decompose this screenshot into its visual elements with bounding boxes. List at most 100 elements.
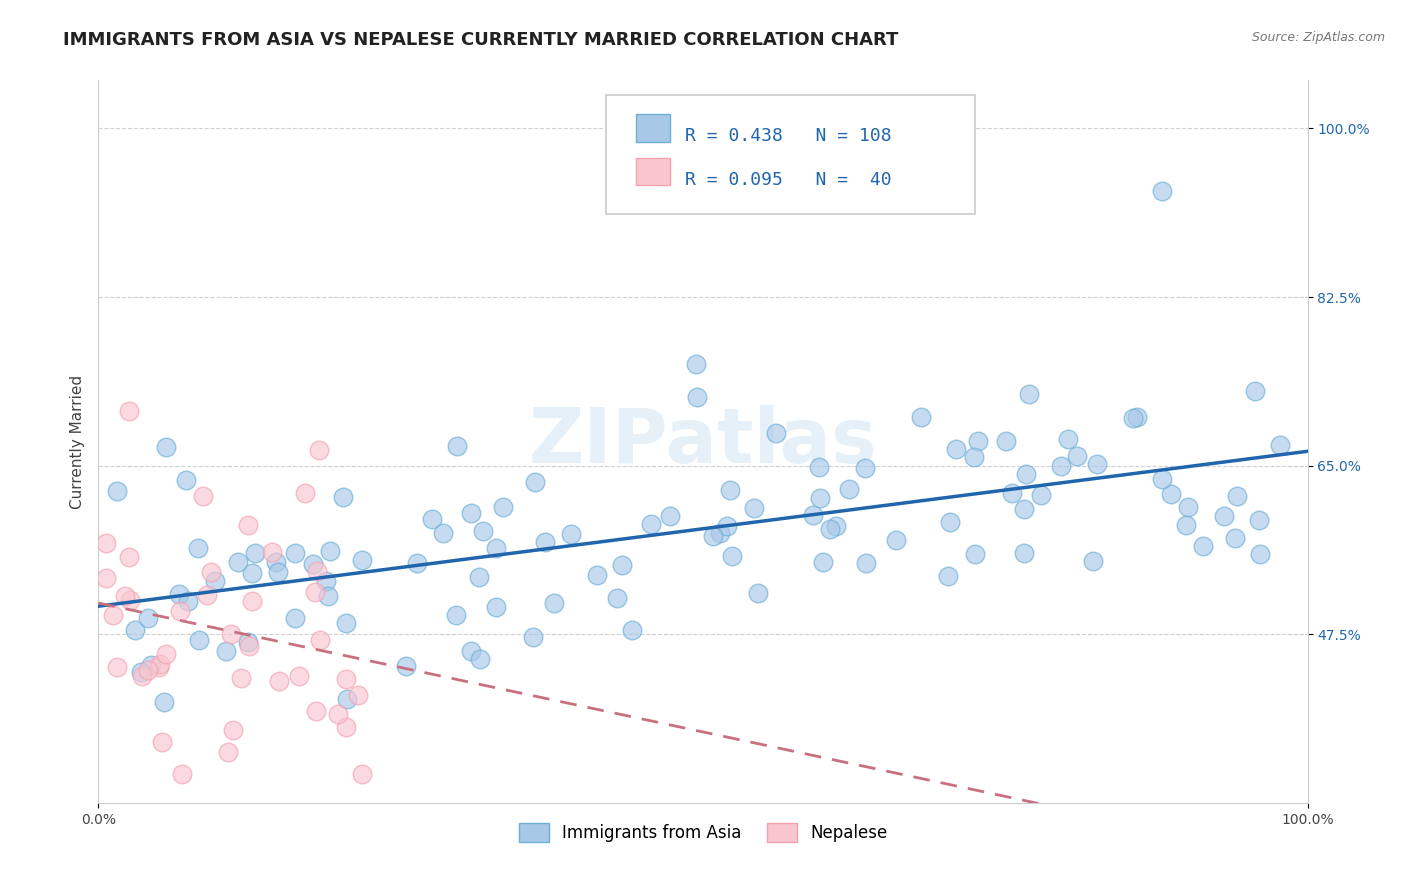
- Point: [336, 691, 359, 706]
- Point: [468, 570, 491, 584]
- Point: [335, 720, 357, 734]
- Point: [460, 644, 482, 658]
- Point: [1249, 513, 1271, 527]
- Point: [335, 672, 357, 686]
- Text: R = 0.438   N = 108: R = 0.438 N = 108: [685, 128, 891, 145]
- Point: [1014, 546, 1036, 560]
- Point: [945, 442, 967, 456]
- Text: Source: ZipAtlas.com: Source: ZipAtlas.com: [1251, 31, 1385, 45]
- Point: [420, 511, 443, 525]
- Point: [994, 434, 1017, 448]
- Point: [884, 533, 907, 547]
- Point: [266, 565, 288, 579]
- Point: [191, 489, 214, 503]
- Point: [640, 516, 662, 531]
- Point: [820, 522, 842, 536]
- Point: [105, 660, 128, 674]
- Point: [1160, 486, 1182, 500]
- Text: ZIPatlas: ZIPatlas: [529, 405, 877, 478]
- Point: [702, 529, 724, 543]
- Point: [460, 506, 482, 520]
- Point: [316, 589, 339, 603]
- Point: [105, 483, 128, 498]
- Point: [150, 735, 173, 749]
- Point: [195, 588, 218, 602]
- Point: [716, 518, 738, 533]
- Point: [808, 491, 831, 505]
- Point: [543, 596, 565, 610]
- Point: [1057, 433, 1080, 447]
- Point: [346, 688, 368, 702]
- Point: [118, 550, 141, 565]
- Point: [149, 657, 172, 672]
- Point: [742, 501, 765, 516]
- Point: [153, 695, 176, 709]
- Point: [560, 526, 582, 541]
- Point: [187, 541, 209, 555]
- Point: [765, 425, 787, 440]
- Point: [1001, 486, 1024, 500]
- Point: [1066, 449, 1088, 463]
- Point: [114, 589, 136, 603]
- Point: [659, 508, 682, 523]
- Point: [406, 556, 429, 570]
- Point: [243, 546, 266, 560]
- Point: [432, 526, 454, 541]
- FancyBboxPatch shape: [637, 158, 671, 185]
- Point: [1249, 547, 1271, 561]
- Point: [148, 660, 170, 674]
- Point: [118, 593, 141, 607]
- Point: [308, 443, 330, 458]
- Point: [236, 518, 259, 533]
- Point: [1152, 184, 1174, 198]
- Point: [294, 486, 316, 500]
- Point: [824, 519, 846, 533]
- Point: [305, 564, 328, 578]
- Point: [96, 535, 118, 549]
- Point: [965, 547, 987, 561]
- Point: [200, 566, 222, 580]
- Point: [855, 557, 877, 571]
- Point: [176, 594, 198, 608]
- Point: [318, 544, 340, 558]
- Point: [938, 515, 960, 529]
- Point: [446, 439, 468, 453]
- Point: [1192, 540, 1215, 554]
- Point: [262, 545, 284, 559]
- Point: [1243, 384, 1265, 399]
- Point: [308, 632, 330, 647]
- Point: [685, 357, 707, 371]
- Point: [240, 566, 263, 581]
- Point: [287, 669, 309, 683]
- Point: [621, 623, 644, 637]
- Point: [444, 607, 467, 622]
- Point: [217, 745, 239, 759]
- Point: [169, 587, 191, 601]
- Point: [1050, 458, 1073, 473]
- Point: [129, 665, 152, 679]
- Point: [524, 475, 547, 489]
- Point: [228, 555, 250, 569]
- Point: [1029, 488, 1052, 502]
- Point: [721, 549, 744, 563]
- Point: [1177, 500, 1199, 514]
- Point: [1150, 472, 1173, 486]
- Point: [533, 535, 555, 549]
- Point: [485, 599, 508, 614]
- Point: [264, 555, 287, 569]
- Point: [155, 648, 177, 662]
- Point: [240, 594, 263, 608]
- Point: [174, 473, 197, 487]
- Text: R = 0.095   N =  40: R = 0.095 N = 40: [685, 170, 891, 188]
- Point: [963, 450, 986, 465]
- Point: [269, 674, 291, 689]
- Point: [284, 546, 307, 560]
- Point: [1014, 467, 1036, 481]
- Point: [236, 635, 259, 649]
- Point: [352, 553, 374, 567]
- Point: [1085, 458, 1108, 472]
- Point: [485, 541, 508, 555]
- Point: [124, 623, 146, 637]
- Point: [332, 490, 354, 504]
- Point: [838, 482, 860, 496]
